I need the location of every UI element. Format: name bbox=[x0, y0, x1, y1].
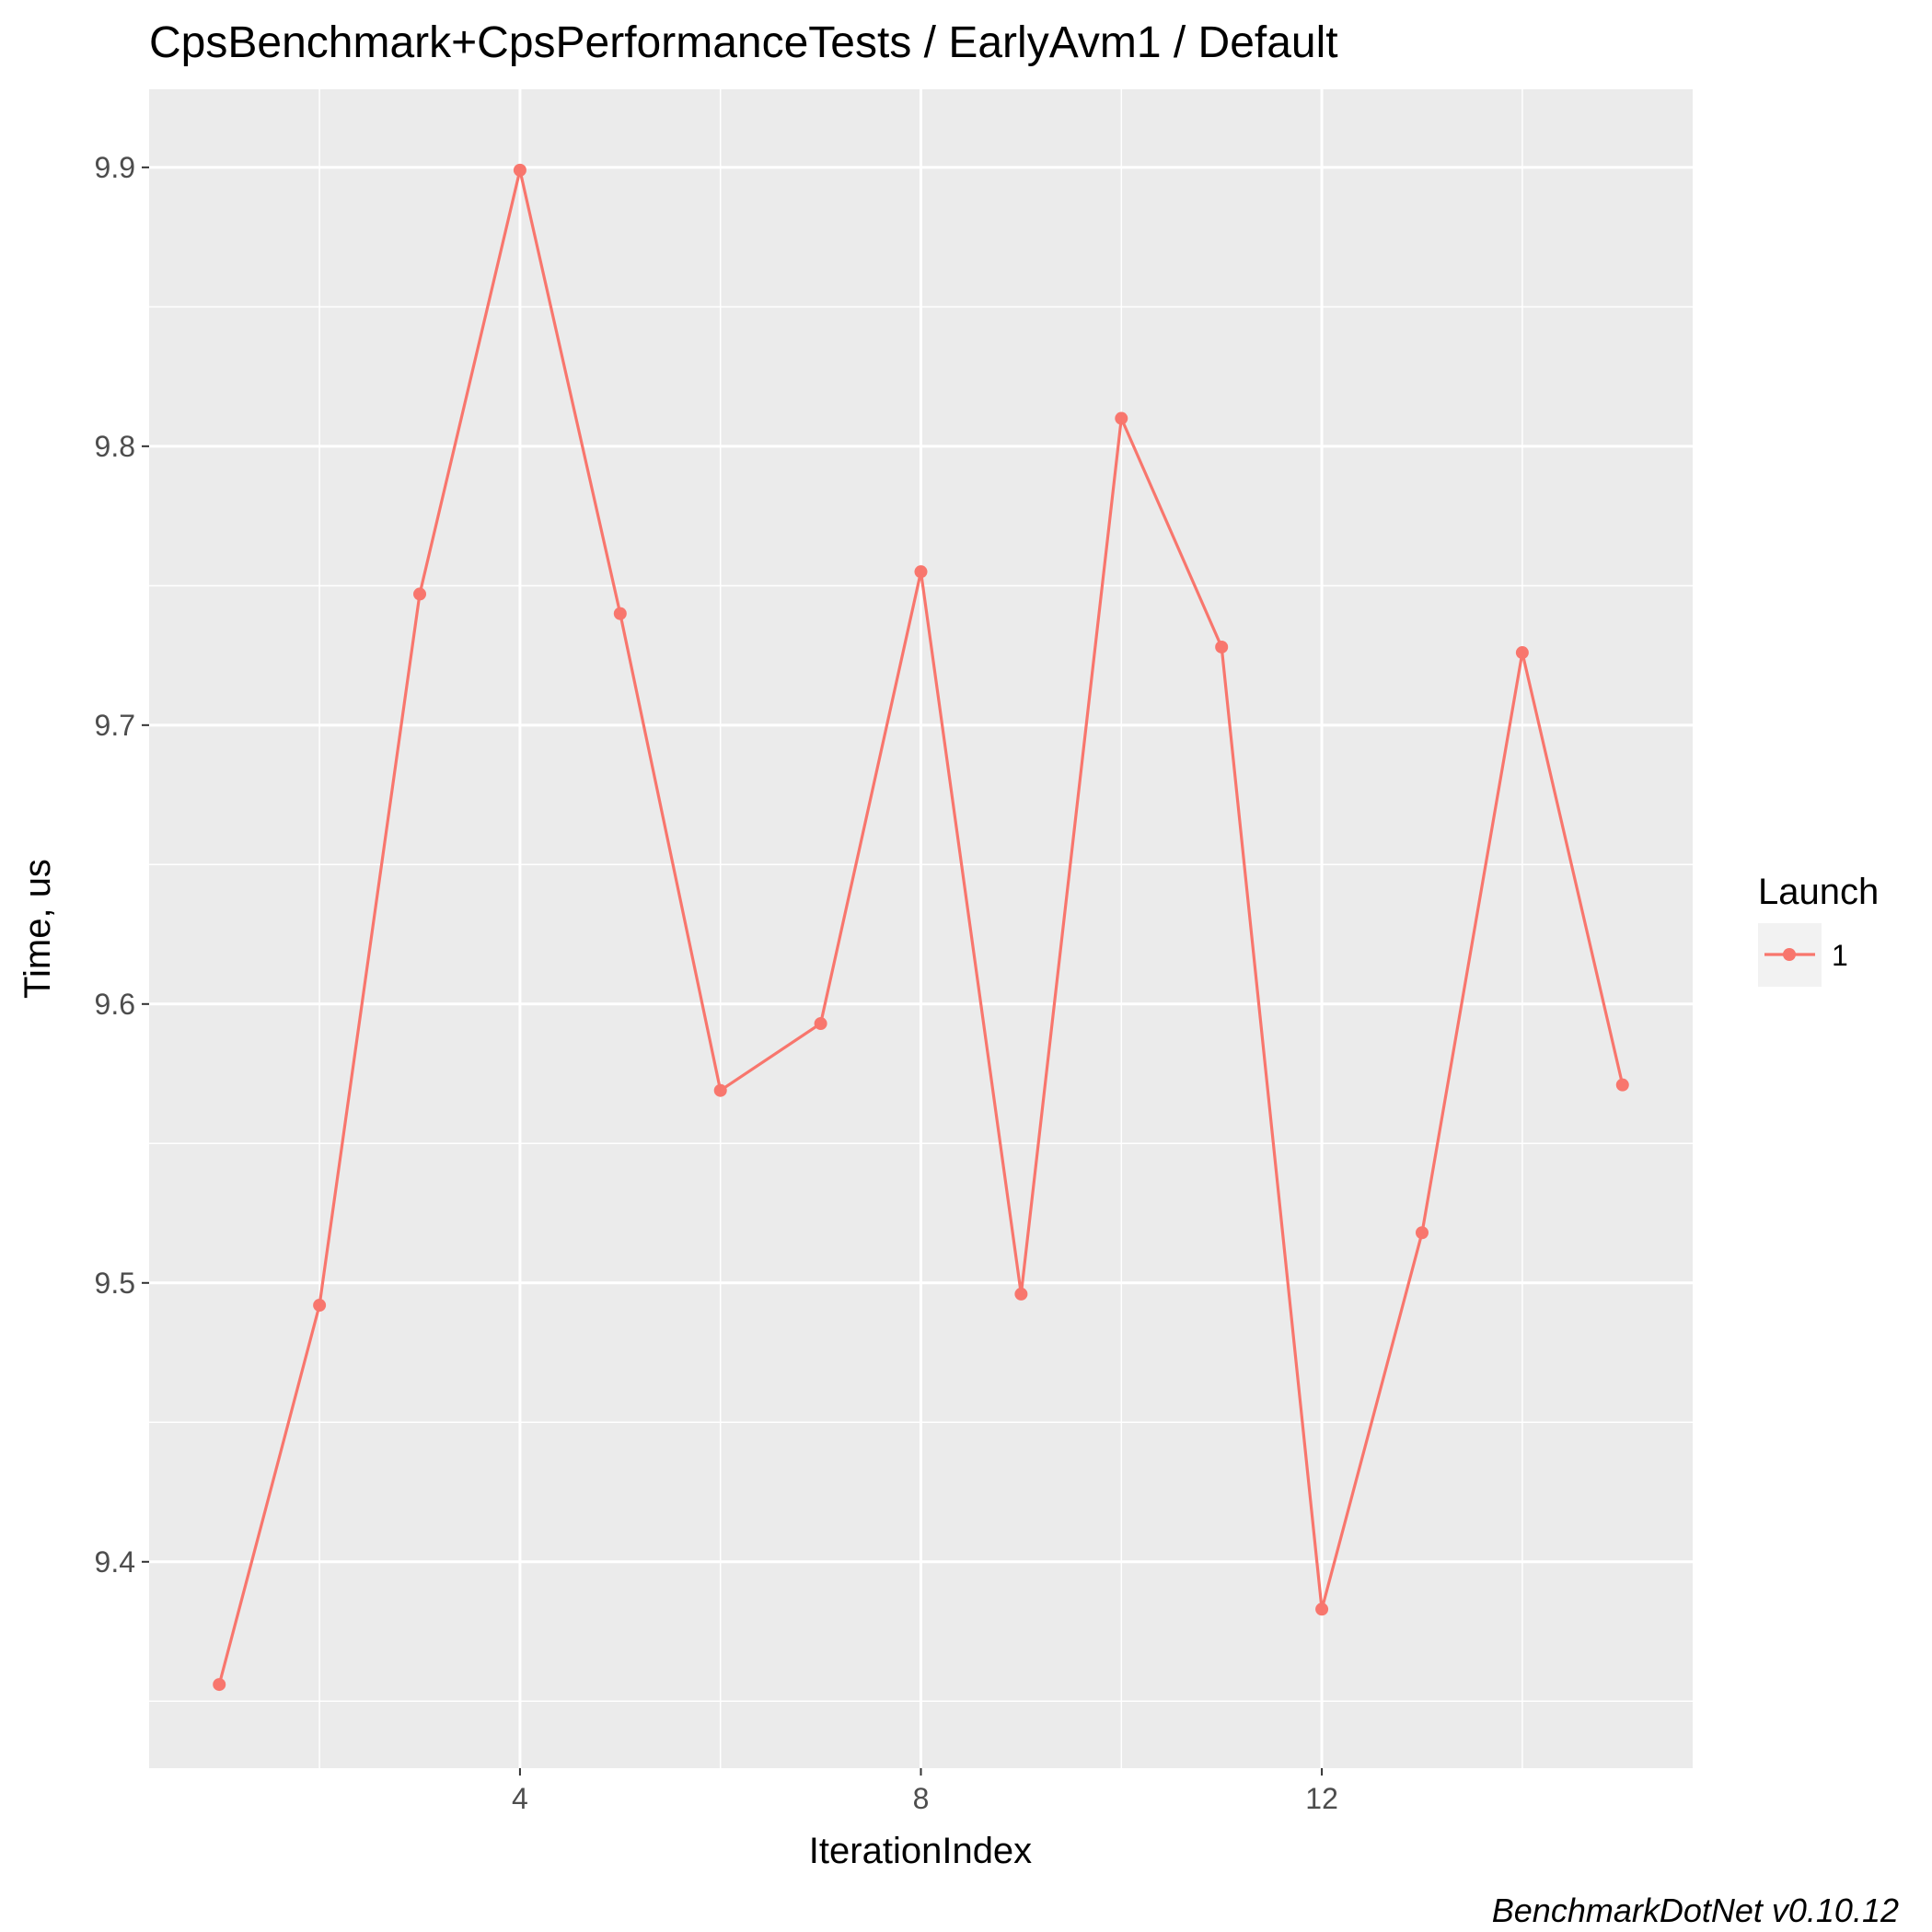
data-point bbox=[713, 1083, 727, 1097]
data-point bbox=[513, 163, 526, 177]
y-tick-label: 9.5 bbox=[95, 1267, 135, 1300]
data-point bbox=[914, 565, 928, 579]
data-point bbox=[313, 1299, 327, 1313]
data-point bbox=[1515, 646, 1529, 660]
caption: BenchmarkDotNet v0.10.12 bbox=[1492, 1892, 1899, 1929]
chart-title: CpsBenchmark+CpsPerformanceTests / Early… bbox=[149, 18, 1338, 67]
y-tick-label: 9.6 bbox=[95, 988, 135, 1021]
legend-label: 1 bbox=[1832, 939, 1848, 972]
data-point bbox=[1315, 1602, 1329, 1616]
x-tick-label: 4 bbox=[512, 1782, 528, 1815]
x-axis: 4 8 12 bbox=[512, 1768, 1338, 1815]
legend-title: Launch bbox=[1758, 872, 1879, 912]
y-tick-label: 9.4 bbox=[95, 1545, 135, 1579]
legend: Launch 1 bbox=[1758, 872, 1879, 987]
data-point bbox=[1615, 1078, 1629, 1092]
x-tick-label: 12 bbox=[1305, 1782, 1338, 1815]
x-axis-title: IterationIndex bbox=[809, 1831, 1032, 1871]
x-tick-label: 8 bbox=[913, 1782, 930, 1815]
data-point bbox=[1415, 1226, 1429, 1240]
data-point bbox=[814, 1017, 827, 1031]
series-layer bbox=[213, 163, 1629, 1692]
legend-key-point bbox=[1783, 948, 1796, 961]
data-point bbox=[1215, 640, 1229, 654]
y-axis-title: Time, us bbox=[17, 859, 58, 999]
data-point bbox=[1115, 411, 1128, 425]
y-axis: 9.4 9.5 9.6 9.7 9.8 9.9 bbox=[95, 151, 149, 1579]
data-point bbox=[213, 1678, 226, 1692]
y-tick-label: 9.8 bbox=[95, 430, 135, 463]
data-point bbox=[613, 607, 627, 620]
data-point bbox=[1014, 1287, 1028, 1301]
y-tick-label: 9.7 bbox=[95, 709, 135, 742]
major-gridlines bbox=[149, 89, 1693, 1768]
data-point bbox=[413, 587, 427, 601]
y-tick-label: 9.9 bbox=[95, 151, 135, 184]
